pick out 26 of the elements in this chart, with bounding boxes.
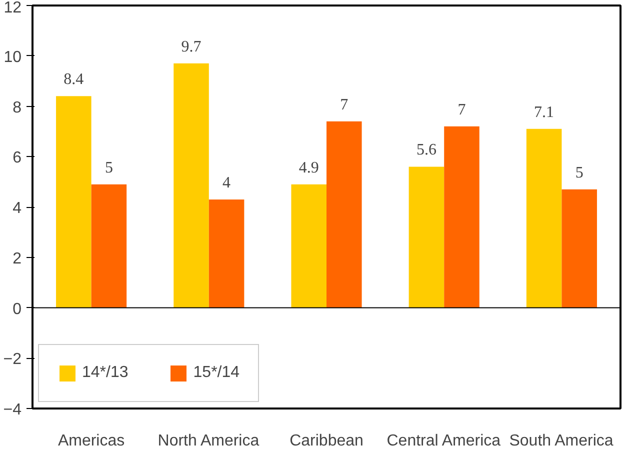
- y-tick-label: −2: [3, 351, 22, 368]
- data-label: 5.6: [416, 142, 436, 159]
- data-label: 4.9: [298, 159, 319, 176]
- x-tick-label: Caribbean: [290, 432, 364, 450]
- y-tick-label: 4: [12, 200, 22, 217]
- y-tick-label: 0: [12, 300, 22, 318]
- x-tick-label: Central America: [386, 432, 501, 450]
- legend-label: 15*/14: [193, 364, 240, 382]
- legend-label: 14*/13: [82, 364, 128, 382]
- data-label: 4: [222, 174, 231, 192]
- y-tick-label: 2: [12, 250, 22, 268]
- y-tick-label: 6: [12, 150, 22, 167]
- y-tick-label: 8: [12, 99, 22, 116]
- data-label: 5: [104, 159, 113, 176]
- data-label: 9.7: [181, 38, 202, 56]
- data-label: 8.4: [64, 71, 84, 88]
- data-label: 5: [575, 164, 584, 182]
- x-tick-label: North America: [158, 432, 260, 450]
- data-label: 7: [458, 101, 466, 118]
- data-label: 7.1: [534, 104, 554, 121]
- y-tick-label: 10: [4, 48, 22, 66]
- y-tick-label: 12: [4, 0, 22, 16]
- x-tick-label: South America: [509, 432, 614, 450]
- y-tick-label: −4: [3, 402, 22, 418]
- data-label: 7: [340, 96, 348, 114]
- x-tick-label: Americas: [58, 432, 125, 450]
